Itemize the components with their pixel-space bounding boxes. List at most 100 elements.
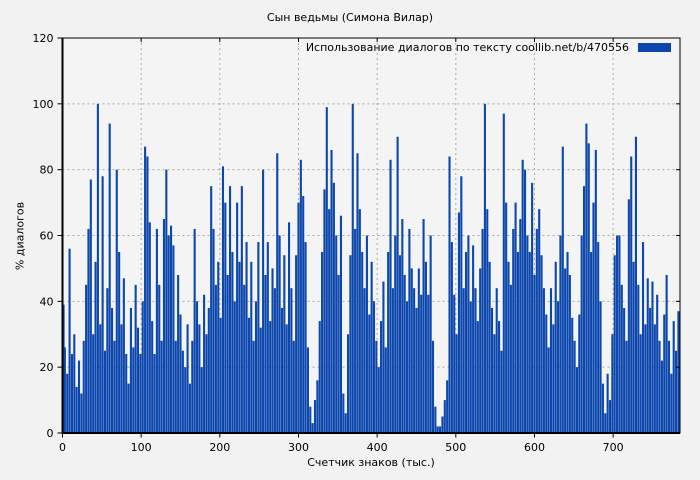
bar (264, 275, 267, 433)
bar (132, 347, 135, 433)
bar (254, 301, 258, 433)
bar (321, 251, 324, 433)
bar (94, 261, 97, 433)
bar (580, 235, 583, 433)
bar (408, 228, 411, 433)
bar (335, 235, 338, 433)
bar (590, 251, 593, 433)
bar (214, 284, 217, 433)
bar (332, 182, 335, 433)
y-tick-label: 40 (40, 295, 54, 308)
bar (181, 350, 184, 433)
bar (606, 373, 609, 433)
bar (342, 393, 345, 433)
bar (594, 149, 597, 433)
bar (68, 248, 71, 433)
bar (627, 199, 630, 433)
bar (229, 186, 232, 433)
bar (198, 324, 201, 433)
bar (330, 149, 333, 433)
bar (557, 301, 560, 433)
bar (653, 324, 656, 433)
bar (363, 288, 366, 433)
bar (339, 215, 343, 433)
bar (313, 400, 317, 433)
bar (118, 251, 121, 433)
bar (597, 242, 600, 433)
bar (129, 307, 132, 433)
bar (568, 275, 571, 433)
bar (346, 334, 350, 433)
bar (87, 228, 90, 433)
bar (500, 350, 503, 433)
bar (573, 340, 576, 433)
bar (62, 304, 65, 433)
bar (413, 288, 416, 433)
bar (304, 242, 307, 433)
bar (448, 156, 451, 433)
bar (469, 301, 472, 433)
bar (101, 176, 104, 433)
bar (495, 288, 498, 433)
bar (377, 367, 380, 433)
bar (252, 340, 255, 433)
x-tick-label: 400 (367, 441, 388, 454)
legend-label: Использование диалогов по тексту coollib… (305, 41, 629, 54)
bar (96, 103, 99, 433)
bar (250, 261, 253, 433)
bar (162, 219, 166, 433)
bar (486, 209, 489, 433)
bar (221, 166, 225, 433)
bar (170, 225, 173, 433)
bar (523, 169, 527, 433)
x-tick-label: 200 (209, 441, 230, 454)
bar (92, 334, 95, 433)
bar (507, 261, 510, 433)
bar (136, 327, 140, 433)
bar (436, 426, 439, 433)
bar (134, 284, 137, 433)
bar (179, 314, 182, 433)
bar (630, 156, 633, 433)
bar (483, 103, 486, 433)
bar (217, 261, 220, 433)
bar (205, 334, 208, 433)
bar (585, 123, 588, 433)
bar (403, 275, 406, 433)
bar (160, 340, 163, 433)
bar (587, 143, 590, 434)
bar (238, 261, 241, 433)
bar (155, 228, 158, 433)
legend: Использование диалогов по тексту coollib… (306, 41, 671, 54)
bar (505, 202, 508, 433)
bar (521, 159, 524, 433)
bar (271, 268, 274, 433)
bar (559, 235, 562, 433)
bar (354, 228, 357, 433)
bar (554, 261, 557, 433)
bar (604, 413, 607, 433)
y-tick-label: 120 (33, 32, 54, 45)
bar (394, 235, 397, 433)
bar (203, 294, 206, 433)
bar (146, 156, 149, 433)
bar (552, 324, 555, 433)
y-tick-label: 0 (47, 427, 54, 440)
bar (481, 228, 484, 433)
bar (592, 202, 595, 433)
bar (649, 307, 652, 433)
bar (601, 383, 604, 433)
bar (531, 182, 534, 433)
bar (70, 354, 73, 433)
bar (200, 367, 203, 433)
bar (490, 307, 494, 433)
bar (564, 268, 567, 433)
bar (349, 255, 352, 433)
bar (424, 261, 427, 433)
bar (125, 354, 128, 433)
bar (318, 321, 321, 433)
bar (528, 251, 531, 433)
bar (417, 268, 420, 433)
bar (401, 219, 404, 433)
bar (665, 275, 668, 433)
